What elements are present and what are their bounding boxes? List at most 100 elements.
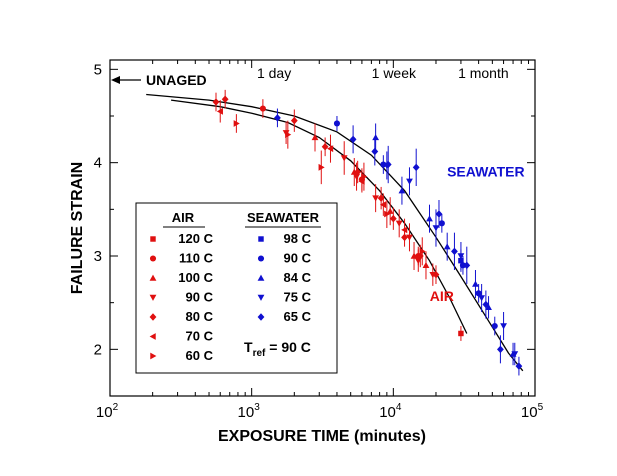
legend-air-label: 100 C bbox=[178, 270, 213, 285]
seawater-point bbox=[463, 261, 471, 270]
legend-seawater-marker bbox=[258, 236, 264, 242]
x-tick-label: 102 bbox=[96, 402, 119, 421]
legend-air-label: 120 C bbox=[178, 231, 213, 246]
air-point bbox=[372, 195, 380, 202]
legend-air-marker bbox=[149, 313, 157, 321]
air-point bbox=[221, 95, 229, 103]
seawater-point bbox=[497, 345, 504, 354]
seawater-point bbox=[482, 300, 490, 309]
top-time-label: 1 week bbox=[372, 65, 417, 81]
seawater-point bbox=[384, 160, 392, 169]
legend-entries: 120 C 110 C 100 C 90 C 80 C 70 C 60 C 98 C 90 C 8… bbox=[149, 231, 312, 363]
air-point bbox=[410, 252, 418, 259]
air-point bbox=[285, 131, 292, 139]
y-tick-label: 2 bbox=[94, 341, 102, 358]
seawater-point bbox=[478, 295, 486, 302]
legend-air-label: 110 C bbox=[179, 251, 214, 266]
x-tick-base: 10 bbox=[521, 404, 538, 421]
x-axis-label: EXPOSURE TIME (minutes) bbox=[218, 428, 426, 445]
seawater-point bbox=[371, 147, 379, 156]
legend-seawater-label: 75 C bbox=[284, 290, 312, 305]
y-tick-label: 3 bbox=[94, 248, 102, 265]
seawater-point bbox=[372, 134, 380, 141]
legend-air-label: 70 C bbox=[186, 329, 214, 344]
legend-air-label: 80 C bbox=[186, 309, 214, 324]
y-ticks: 2 3 4 5 bbox=[94, 61, 535, 397]
legend-seawater-label: 98 C bbox=[284, 231, 312, 246]
x-tick-label: 103 bbox=[238, 402, 261, 421]
y-tick-label: 4 bbox=[94, 155, 102, 172]
air-point bbox=[361, 173, 368, 181]
air-point bbox=[389, 214, 397, 223]
y-axis-label: FAILURE STRAIN bbox=[69, 162, 86, 294]
x-tick-base: 10 bbox=[238, 404, 255, 421]
seawater-point bbox=[274, 114, 281, 122]
seawater-annotation: SEAWATER bbox=[447, 164, 525, 180]
legend-tref-main: T bbox=[244, 339, 253, 355]
legend-seawater-marker bbox=[257, 294, 265, 301]
legend-seawater-label: 90 C bbox=[284, 251, 312, 266]
legend-air-marker bbox=[149, 255, 157, 262]
seawater-point bbox=[333, 120, 341, 127]
x-tick-exponent: 4 bbox=[396, 402, 402, 413]
legend: AIR SEAWATER 120 C 110 C 100 C 90 C 80 C 70 C… bbox=[135, 202, 338, 374]
seawater-point bbox=[511, 351, 519, 358]
seawater-point bbox=[426, 215, 433, 222]
air-point bbox=[386, 207, 394, 214]
air-point bbox=[259, 105, 266, 112]
seawater-point bbox=[475, 290, 482, 297]
legend-seawater-heading: SEAWATER bbox=[247, 210, 320, 225]
x-tick-base: 10 bbox=[96, 404, 113, 421]
air-point bbox=[353, 173, 360, 181]
seawater-point bbox=[398, 187, 406, 194]
legend-air-label: 90 C bbox=[186, 290, 214, 305]
legend-air-marker bbox=[150, 352, 157, 360]
y-tick-label: 5 bbox=[94, 61, 102, 78]
legend-tref-sub: ref bbox=[253, 348, 266, 359]
seawater-point bbox=[443, 243, 451, 250]
legend-air-marker bbox=[149, 333, 156, 340]
data-points bbox=[212, 89, 523, 376]
x-ticks: 102 103 104 105 bbox=[96, 60, 544, 421]
top-time-label: 1 day bbox=[257, 65, 291, 81]
air-point bbox=[377, 194, 385, 202]
air-point bbox=[384, 210, 391, 218]
legend-tref: Tref = 90 C bbox=[244, 339, 311, 359]
seawater-point bbox=[412, 163, 420, 172]
x-tick-exponent: 2 bbox=[113, 402, 119, 413]
air-point bbox=[358, 177, 365, 185]
air-point bbox=[458, 330, 464, 337]
air-point bbox=[340, 155, 348, 162]
x-tick-label: 105 bbox=[521, 402, 544, 421]
top-labels: 1 day 1 week 1 month bbox=[257, 65, 509, 81]
air-point bbox=[321, 143, 329, 151]
x-tick-base: 10 bbox=[379, 404, 396, 421]
seawater-point bbox=[472, 280, 479, 287]
air-point bbox=[401, 226, 408, 234]
air-point bbox=[419, 247, 426, 255]
legend-seawater-label: 65 C bbox=[284, 309, 312, 324]
seawater-point bbox=[457, 253, 465, 260]
seawater-point bbox=[500, 323, 507, 330]
air-point bbox=[416, 252, 424, 260]
seawater-point bbox=[485, 303, 492, 311]
air-point bbox=[327, 145, 334, 153]
air-point bbox=[216, 107, 223, 115]
air-point bbox=[311, 134, 319, 141]
seawater-point bbox=[435, 210, 443, 218]
air-point bbox=[406, 234, 413, 241]
top-time-label: 1 month bbox=[458, 65, 509, 81]
legend-air-marker bbox=[149, 294, 157, 301]
air-point bbox=[432, 270, 440, 279]
legend-tref-value: = 90 C bbox=[265, 339, 311, 355]
seawater-point bbox=[451, 247, 458, 256]
x-tick-exponent: 5 bbox=[538, 402, 544, 413]
unaged-label: UNAGED bbox=[146, 72, 207, 88]
seawater-point bbox=[349, 135, 357, 144]
seawater-point bbox=[515, 362, 523, 370]
air-point bbox=[422, 261, 430, 269]
unaged-marker: UNAGED bbox=[111, 72, 207, 88]
unaged-arrow-head bbox=[111, 76, 120, 84]
seawater-point bbox=[432, 225, 440, 232]
air-point bbox=[379, 201, 387, 209]
